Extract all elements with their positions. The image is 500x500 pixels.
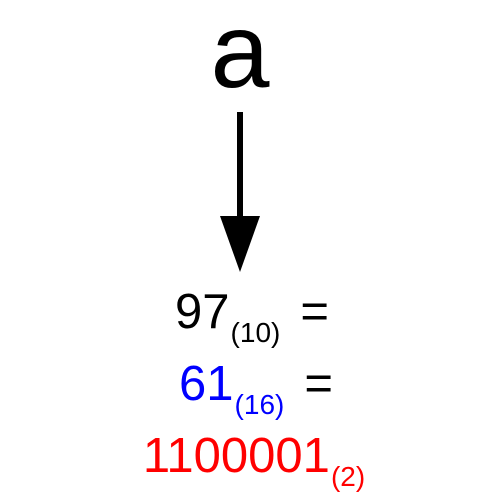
hexadecimal-value: 61 (179, 357, 234, 411)
equals-sign: = (304, 357, 333, 411)
decimal-representation: 97(10) = (0, 284, 500, 348)
hexadecimal-representation: 61(16) = (0, 356, 500, 420)
decimal-base-subscript: (10) (230, 317, 281, 348)
decimal-value: 97 (175, 285, 230, 339)
down-arrow-icon (220, 112, 260, 272)
hexadecimal-base-subscript: (16) (234, 389, 285, 420)
binary-representation: 1100001(2) (0, 428, 500, 492)
binary-value: 1100001 (142, 429, 330, 483)
binary-base-subscript: (2) (330, 461, 366, 492)
character-letter: a (210, 0, 270, 110)
equals-sign: = (300, 285, 329, 339)
